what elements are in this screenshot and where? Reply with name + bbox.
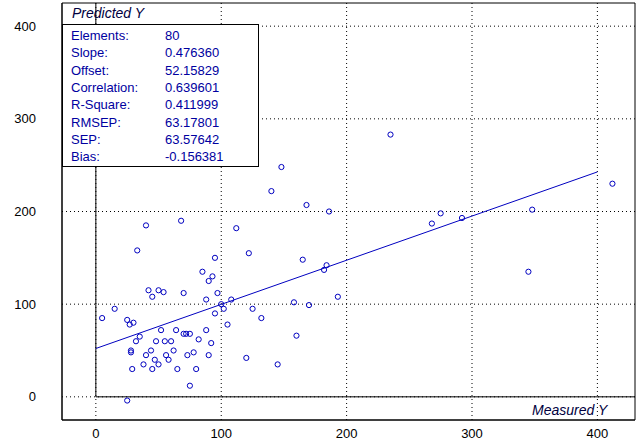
html-text:52.15829: 52.15829 (165, 62, 220, 78)
html-text:R-Square:: R-Square: (71, 97, 131, 113)
html-text:Measured Y: Measured Y (532, 402, 608, 418)
svg-text:0: 0 (29, 389, 36, 404)
html-text:0.411999: 0.411999 (165, 97, 219, 113)
html-text:63.17801: 63.17801 (165, 114, 220, 130)
html-text:RMSEP:: RMSEP: (71, 114, 121, 130)
html-text:Slope:: Slope: (71, 45, 108, 61)
html-text:Predicted Y: Predicted Y (72, 5, 145, 21)
html-text:0.476360: 0.476360 (165, 45, 220, 61)
html-text:80: 80 (165, 28, 180, 43)
svg-text:100: 100 (14, 297, 36, 312)
svg-text:300: 300 (14, 111, 36, 126)
html-text:Elements:: Elements: (71, 28, 129, 43)
svg-text:200: 200 (336, 426, 358, 441)
html-text:63.57642: 63.57642 (165, 131, 220, 147)
html-text:Bias:: Bias: (71, 149, 100, 165)
html-text:SEP:: SEP: (71, 131, 101, 147)
svg-text:300: 300 (461, 426, 483, 441)
svg-text:400: 400 (14, 19, 36, 34)
html-text:0.639601: 0.639601 (165, 79, 220, 95)
svg-text:0: 0 (92, 426, 99, 441)
html-text:Offset:: Offset: (71, 62, 110, 78)
svg-text:100: 100 (210, 426, 232, 441)
svg-text:400: 400 (587, 426, 609, 441)
html-text:Correlation:: Correlation: (71, 79, 139, 95)
svg-text:200: 200 (14, 204, 36, 219)
html-text:-0.156381: -0.156381 (165, 149, 224, 165)
